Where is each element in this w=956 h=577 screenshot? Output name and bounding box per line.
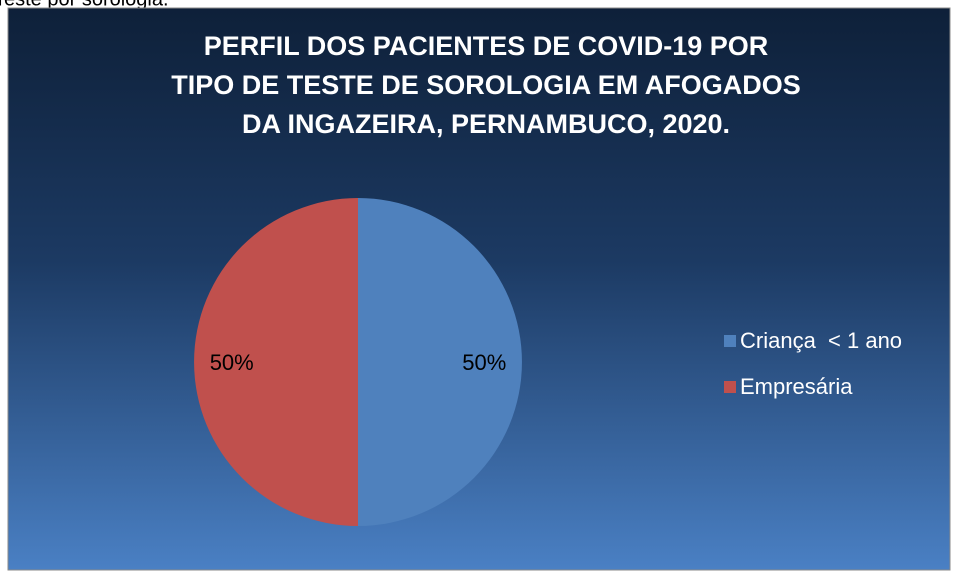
legend-label: Empresária (740, 374, 853, 399)
legend-swatch (724, 381, 736, 393)
chart-title: TIPO DE TESTE DE SOROLOGIA EM AFOGADOS (171, 70, 801, 100)
chart-title: DA INGAZEIRA, PERNAMBUCO, 2020. (242, 109, 730, 139)
chart-title: PERFIL DOS PACIENTES DE COVID-19 POR (204, 31, 769, 61)
pie-slice (194, 198, 358, 526)
legend-label: Criança < 1 ano (740, 328, 902, 353)
caption: Teste por sorologia. (0, 0, 169, 10)
legend-swatch (724, 335, 736, 347)
data-label: 50% (210, 350, 254, 375)
pie-slice (358, 198, 522, 526)
data-label: 50% (462, 350, 506, 375)
